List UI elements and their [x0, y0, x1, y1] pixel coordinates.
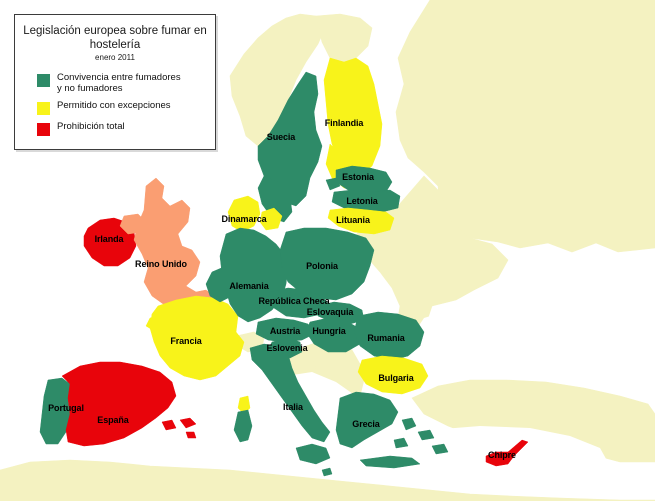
region-austria	[255, 317, 315, 343]
region-benelux	[205, 265, 239, 303]
region-reino-unido-northern-ireland	[119, 213, 147, 235]
legend-label-coexistence: Convivencia entre fumadores y no fumador…	[57, 72, 181, 94]
legend-subtitle: enero 2011	[95, 53, 135, 62]
region-chipre	[485, 439, 529, 467]
legend-label-total-ban: Prohibición total	[57, 121, 125, 132]
region-dinamarca	[227, 195, 261, 233]
region-italia-sicily	[295, 443, 331, 465]
region-irlanda	[83, 217, 137, 267]
legend-swatch-coexistence	[37, 74, 50, 87]
region-lituania	[327, 207, 395, 235]
region-espana-balearics	[161, 417, 197, 439]
region-suecia-south	[257, 175, 293, 223]
region-malta	[321, 467, 333, 477]
legend-item-total-ban: Prohibición total	[37, 121, 215, 136]
legend-panel: Legislación europea sobre fumar en hoste…	[14, 14, 216, 150]
legend-swatch-allowed-with-exceptions	[37, 102, 50, 115]
region-dinamarca-isles	[259, 207, 283, 231]
region-estonia	[335, 165, 393, 195]
region-italia-sardinia	[233, 409, 253, 443]
legend-label-allowed-with-exceptions: Permitido con excepciones	[57, 100, 171, 111]
region-reino-unido	[133, 177, 215, 311]
legend-swatch-total-ban	[37, 123, 50, 136]
region-letonia	[331, 189, 401, 213]
legend-item-coexistence: Convivencia entre fumadores y no fumador…	[37, 72, 215, 94]
region-hungria	[305, 317, 363, 353]
region-grecia-islands	[359, 417, 449, 469]
legend-title: Legislación europea sobre fumar en hoste…	[23, 25, 207, 51]
region-polonia	[279, 227, 375, 301]
region-rumania	[353, 311, 425, 361]
region-italia	[249, 343, 331, 443]
region-finlandia	[323, 57, 383, 177]
region-bulgaria	[357, 355, 429, 395]
region-grecia	[335, 391, 399, 449]
region-estonia-isles	[325, 177, 341, 191]
region-espana	[61, 361, 177, 447]
legend-item-allowed-with-exceptions: Permitido con excepciones	[37, 100, 215, 115]
legend-items: Convivencia entre fumadores y no fumador…	[37, 72, 215, 136]
region-francia-brittany	[145, 313, 179, 333]
